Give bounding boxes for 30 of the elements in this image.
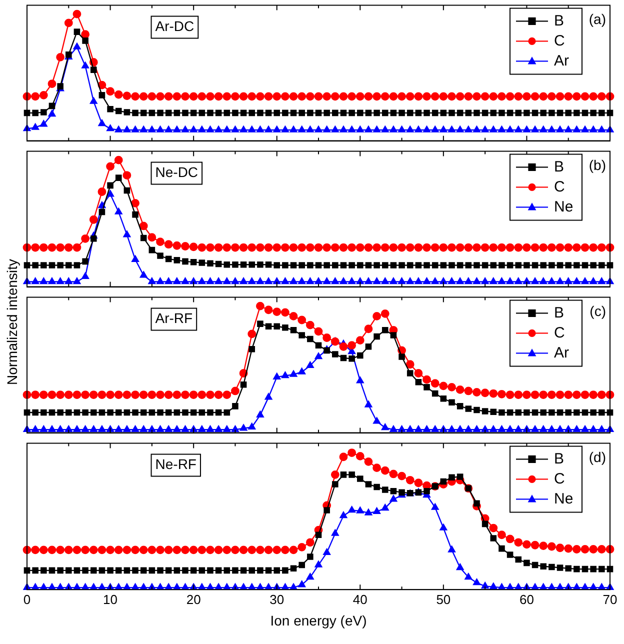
legend-label: B — [554, 304, 564, 322]
legend-label: B — [554, 450, 564, 468]
x-tick-label: 10 — [103, 592, 118, 607]
legend-label: C — [554, 178, 565, 196]
x-tick-label: 0 — [23, 592, 31, 607]
legend-label: C — [554, 470, 565, 488]
legend-label: B — [554, 12, 564, 30]
y-axis-title: Normalized intensity — [4, 258, 20, 386]
annotation: Ar-RF — [155, 310, 193, 326]
legend-label: C — [554, 32, 565, 50]
annotation: (d) — [588, 449, 606, 466]
legend-label: Ne — [554, 198, 574, 216]
annotation: Ne-DC — [155, 164, 198, 180]
annotation: Ne-RF — [155, 456, 196, 472]
annotation: (b) — [588, 157, 606, 174]
legend-label: Ne — [554, 490, 574, 508]
legend-label: C — [554, 324, 565, 342]
x-tick-label: 70 — [602, 592, 618, 607]
legend-label: B — [554, 158, 564, 176]
x-axis-title: Ion energy (eV) — [270, 612, 367, 628]
annotation: Ar-DC — [155, 18, 194, 34]
legend-label: Ar — [554, 52, 570, 70]
x-tick-label: 30 — [270, 592, 284, 607]
annotation: (c) — [590, 303, 606, 320]
legend-label: Ar — [554, 344, 570, 362]
x-tick-label: 40 — [352, 592, 368, 607]
annotation: (a) — [588, 11, 606, 28]
x-tick-label: 50 — [436, 592, 451, 607]
x-tick-label: 20 — [186, 592, 201, 607]
x-tick-label: 60 — [519, 592, 534, 607]
